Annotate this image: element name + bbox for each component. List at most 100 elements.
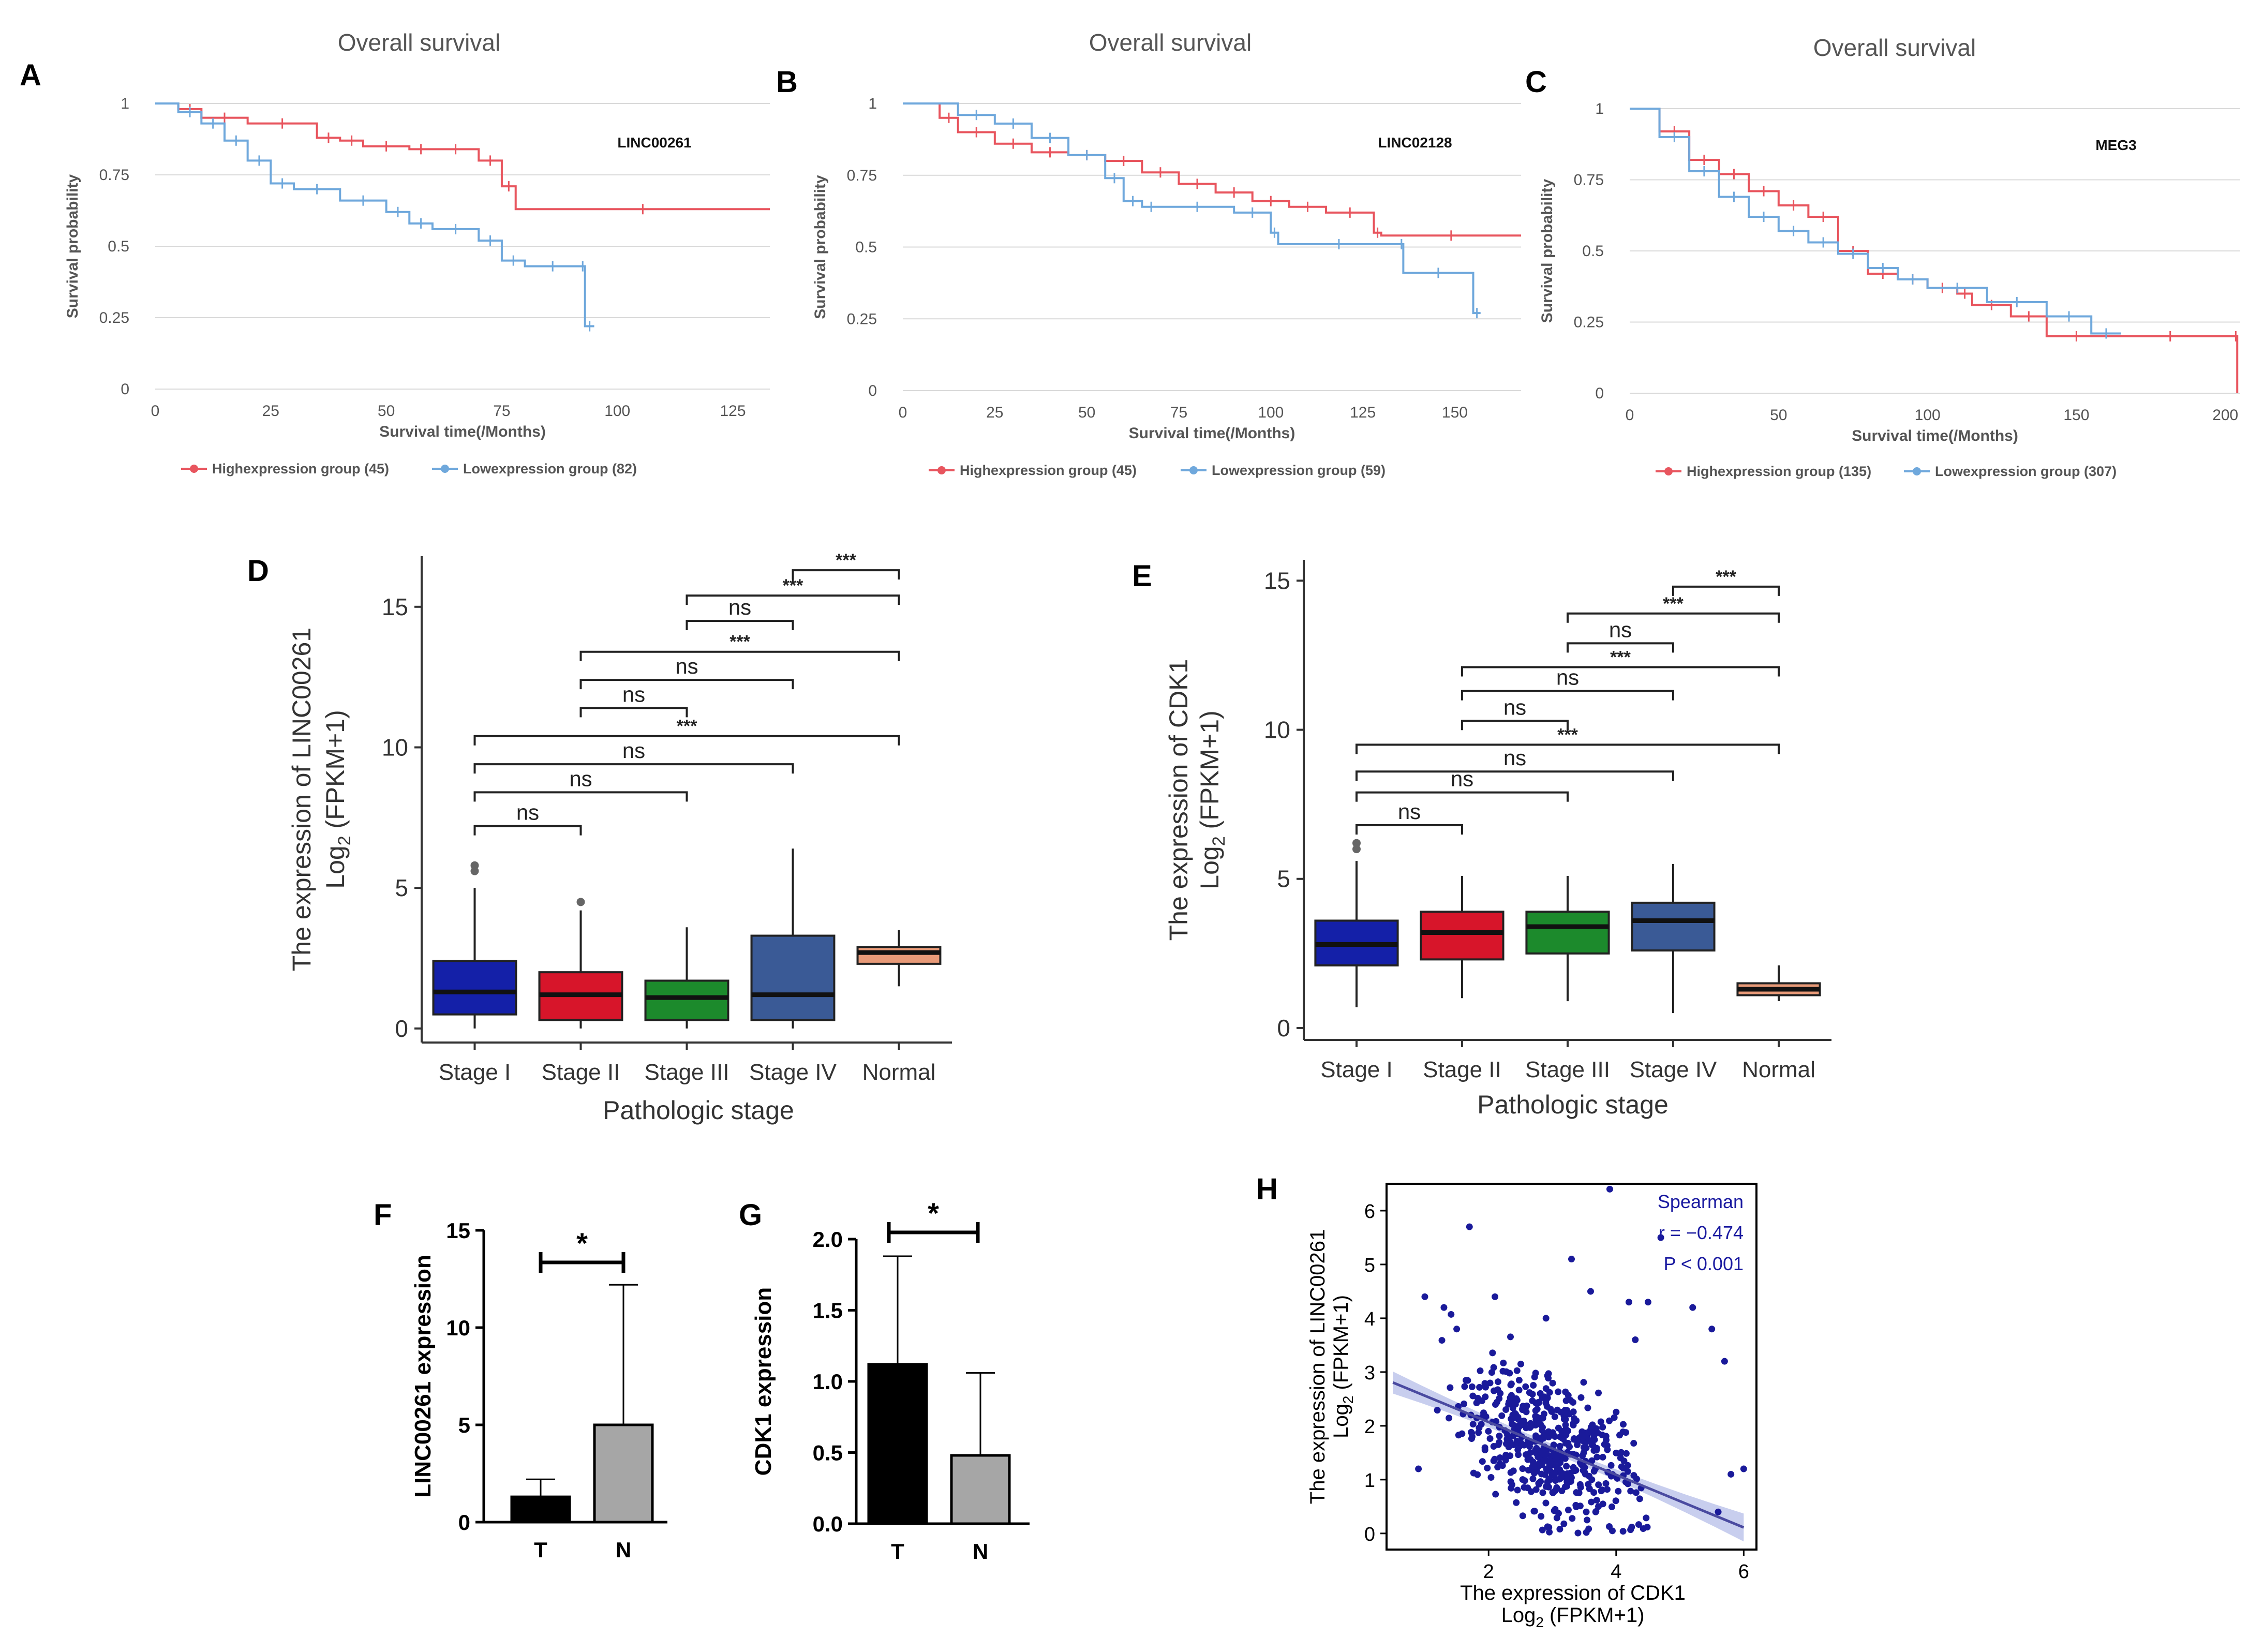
- significance-label: ns: [675, 654, 698, 678]
- y-axis-label-unit: Log2 (FPKM+1): [321, 710, 354, 888]
- scatter-point: [1458, 1430, 1466, 1437]
- ylabel-subscript: 2: [1209, 836, 1229, 846]
- scatter-point: [1566, 1410, 1573, 1418]
- comparison-bracket: [473, 763, 794, 774]
- x-axis-label-unit: Log2 (FPKM+1): [1501, 1604, 1645, 1630]
- panel-h-scatter-correlation: 0 1 2 3 4 5 6 2 4 6 Spearman r = −0.474 P < 0.001 The…: [1306, 1183, 1757, 1630]
- scatter-point: [1513, 1437, 1521, 1445]
- scatter-point: [1513, 1395, 1520, 1402]
- scatter-point: [1537, 1450, 1544, 1457]
- x-tick-label: 150: [2063, 407, 2089, 424]
- ylabel-log: Log: [1195, 846, 1224, 889]
- scatter-point: [1619, 1428, 1627, 1436]
- scatter-point: [1572, 1501, 1580, 1509]
- box-stage-i: [432, 960, 517, 1016]
- y-axis-label: The expression of LINC00261: [1306, 1229, 1329, 1504]
- scatter-point: [1508, 1484, 1515, 1492]
- x-tick-label: Stage I: [1320, 1057, 1392, 1082]
- scatter-point: [1568, 1256, 1575, 1263]
- significance-label: ***: [836, 550, 856, 570]
- scatter-point: [1510, 1421, 1517, 1428]
- scatter-point: [1632, 1489, 1640, 1496]
- significance-label: ns: [1609, 617, 1632, 642]
- scatter-point: [1657, 1234, 1664, 1241]
- ylabel-log: Log: [321, 845, 350, 888]
- significance-label: ***: [1716, 567, 1736, 587]
- x-tick-label: 50: [1770, 407, 1787, 424]
- y-tick-label: 0.5: [813, 1441, 843, 1465]
- panel-f-bar-linc00261: 0 5 10 15 T N * LINC00261 expression: [410, 1218, 667, 1562]
- scatter-point: [1608, 1503, 1616, 1510]
- panel-letter-c: C: [1525, 65, 1547, 99]
- scatter-point: [1584, 1516, 1591, 1524]
- y-axis-label: Survival probability: [64, 174, 81, 318]
- x-tick-label: N: [616, 1538, 631, 1562]
- box-stage-iii: [1525, 911, 1610, 955]
- chart-title: Overall survival: [1089, 29, 1252, 56]
- comparison-bracket: [579, 707, 688, 718]
- scatter-point: [1486, 1435, 1494, 1442]
- comparison-bracket: [1567, 642, 1674, 653]
- x-tick-label: 6: [1738, 1561, 1749, 1583]
- x-tick-label: Normal: [862, 1060, 936, 1085]
- scatter-point: [1496, 1432, 1503, 1439]
- scatter-point: [1521, 1441, 1528, 1449]
- significance-label: ***: [677, 717, 697, 736]
- scatter-point: [1536, 1420, 1543, 1427]
- panel-letter-h: H: [1256, 1172, 1278, 1206]
- scatter-point: [1593, 1497, 1600, 1504]
- scatter-point: [1565, 1506, 1572, 1513]
- scatter-point: [1475, 1429, 1482, 1436]
- ylabel-unit: (FPKM+1): [1195, 710, 1224, 836]
- scatter-point: [1496, 1454, 1503, 1462]
- y-tick-label: 0: [121, 381, 129, 398]
- scatter-point: [1481, 1447, 1488, 1454]
- scatter-point: [1466, 1223, 1473, 1230]
- y-axis-label: LINC00261 expression: [410, 1255, 436, 1498]
- scatter-point: [1551, 1469, 1558, 1477]
- y-tick-label: 2: [1364, 1416, 1375, 1438]
- y-tick-label: 5: [1277, 866, 1290, 892]
- scatter-point: [1606, 1185, 1613, 1193]
- scatter-point: [1486, 1379, 1494, 1387]
- scatter-point: [1580, 1467, 1587, 1474]
- scatter-point: [1574, 1529, 1582, 1537]
- scatter-point: [1599, 1486, 1606, 1494]
- scatter-point: [1538, 1470, 1545, 1478]
- scatter-point: [1545, 1483, 1553, 1491]
- x-tick-label: 150: [1442, 404, 1468, 421]
- scatter-point: [1560, 1416, 1568, 1423]
- y-tick-label: 0.0: [813, 1512, 843, 1536]
- scatter-point: [1494, 1386, 1501, 1393]
- x-tick-label: 100: [604, 403, 630, 420]
- scatter-point: [1553, 1514, 1560, 1522]
- box-stage-iv: [750, 934, 836, 1021]
- scatter-point: [1520, 1403, 1527, 1410]
- scatter-point: [1507, 1333, 1514, 1341]
- scatter-point: [1622, 1450, 1630, 1457]
- x-tick-label: Stage II: [1423, 1057, 1501, 1082]
- scatter-point: [1515, 1387, 1523, 1394]
- scatter-point: [1544, 1478, 1551, 1485]
- comparison-bracket: [473, 825, 582, 836]
- y-tick-label: 10: [446, 1316, 470, 1340]
- scatter-point: [1421, 1293, 1428, 1300]
- scatter-point: [1544, 1523, 1551, 1530]
- y-tick-label: 0.75: [99, 167, 129, 184]
- x-tick-label: 125: [1350, 404, 1376, 421]
- legend-marker-high: [1664, 467, 1673, 475]
- scatter-point: [1595, 1481, 1602, 1489]
- x-tick-label: 50: [1078, 404, 1095, 421]
- significance-label: *: [928, 1197, 939, 1229]
- x-tick-label: 50: [378, 403, 395, 420]
- y-tick-label: 5: [458, 1413, 470, 1437]
- scatter-point: [1504, 1431, 1511, 1438]
- y-tick-label: 1.0: [813, 1370, 843, 1394]
- significance-label: ns: [569, 766, 592, 791]
- y-tick-label: 0.25: [99, 309, 129, 326]
- scatter-point: [1569, 1515, 1576, 1522]
- x-tick-label: 125: [720, 403, 746, 420]
- scatter-point: [1508, 1380, 1515, 1388]
- scatter-point: [1551, 1413, 1558, 1420]
